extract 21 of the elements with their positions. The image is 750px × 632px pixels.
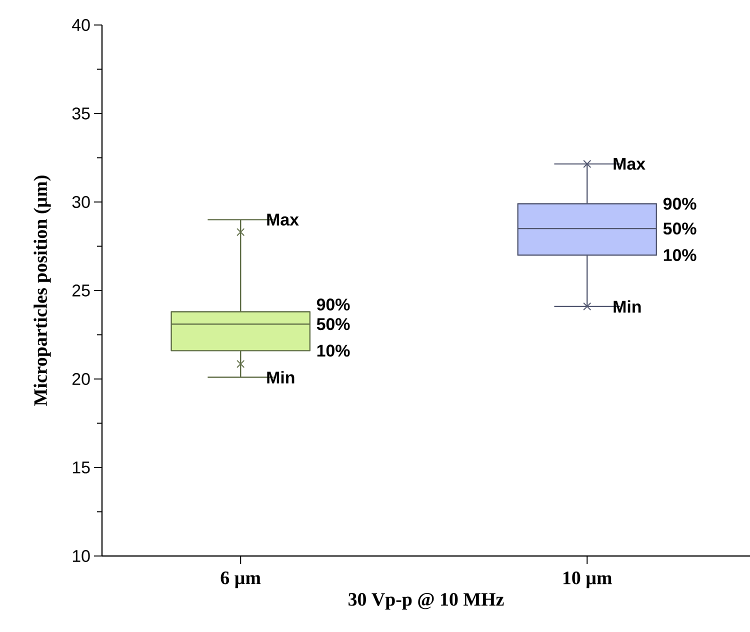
- y-tick-label: 10: [72, 550, 90, 562]
- y-axis-title: Microparticles position (µm): [34, 176, 51, 406]
- y-tick-label: 40: [72, 19, 90, 31]
- annotation: Min: [614, 300, 641, 313]
- annotation: 10%: [317, 344, 350, 357]
- y-tick-label: 15: [72, 462, 90, 474]
- y-tick-label: 20: [72, 373, 90, 385]
- x-tick-label: 6 µm: [220, 572, 261, 588]
- x-tick-label: 10 µm: [563, 572, 612, 588]
- annotation: 50%: [316, 318, 350, 330]
- annotation: 90%: [663, 198, 696, 210]
- x-axis-title: 30 Vp-p @ 10 MHz: [348, 592, 504, 610]
- annotation: Max: [614, 158, 646, 170]
- annotation: 10%: [664, 249, 696, 262]
- y-tick-label: 35: [72, 108, 90, 120]
- y-tick-label: 25: [72, 284, 90, 296]
- y-tick-label: 30: [72, 196, 90, 208]
- annotation: 50%: [663, 222, 696, 235]
- annotation: 90%: [316, 298, 350, 311]
- annotation: Max: [267, 214, 299, 226]
- annotation: Min: [267, 371, 294, 384]
